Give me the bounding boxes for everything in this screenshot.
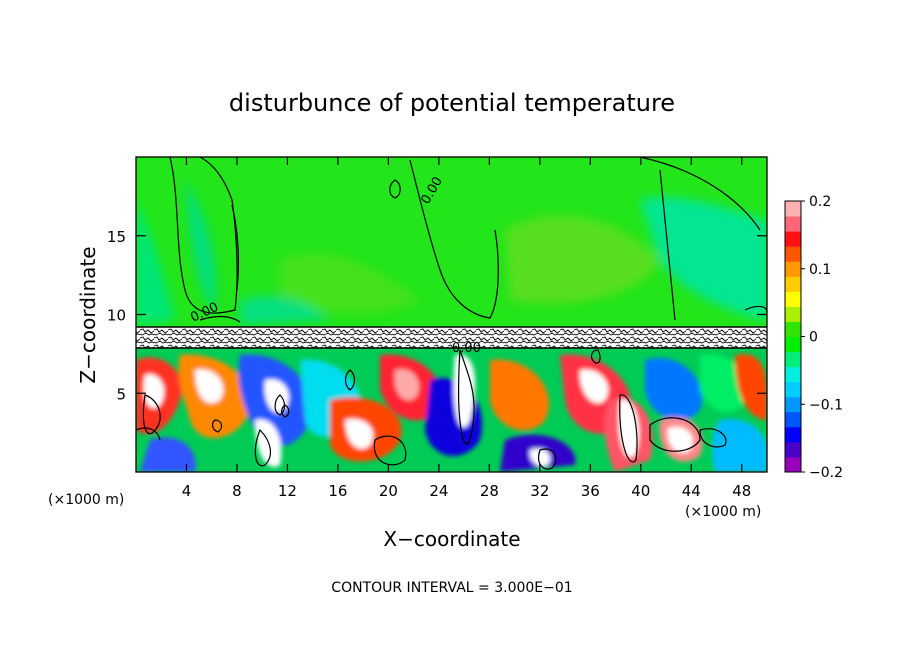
x-unit-right: (×1000 m) (685, 504, 761, 520)
x-tick-label: 4 (182, 482, 192, 500)
noisy-band (136, 327, 767, 348)
colorbar-tick-label: −0.1 (809, 397, 843, 413)
colorbar-swatch (785, 306, 801, 322)
y-axis-label: Z−coordinate (76, 246, 100, 383)
colorbar-swatch (785, 351, 801, 368)
y-axis: 5 10 15 (107, 228, 767, 403)
x-tick-label: 8 (232, 482, 242, 500)
colorbar-ticks: 0.2 0.1 0 −0.1 −0.2 (801, 194, 843, 481)
x-tick-label: 32 (530, 482, 549, 500)
chart-title: disturbunce of potential temperature (229, 89, 675, 117)
x-tick-label: 28 (480, 482, 499, 500)
x-tick-label: 36 (581, 482, 600, 500)
colorbar-swatch (785, 366, 801, 383)
x-unit-left: (×1000 m) (48, 492, 124, 508)
x-axis: 4 8 12 16 20 24 28 32 36 40 44 48 (182, 157, 751, 500)
colorbar-swatch (785, 291, 801, 307)
colorbar-tick-label: 0.2 (809, 194, 831, 210)
x-tick-label: 44 (682, 482, 701, 500)
upper-field-shading (136, 180, 767, 325)
plot-area (136, 157, 767, 472)
y-tick-label: 5 (116, 385, 126, 403)
colorbar-swatch (785, 201, 801, 217)
contour-label: 0.00 (452, 341, 481, 356)
x-tick-label: 20 (379, 482, 398, 500)
colorbar-swatch (785, 216, 801, 232)
x-tick-label: 16 (328, 482, 347, 500)
colorbar-swatch (785, 381, 801, 398)
lower-field-shading (136, 354, 767, 472)
y-tick-label: 15 (107, 228, 126, 246)
contour-lines (136, 157, 767, 470)
colorbar (784, 200, 802, 473)
colorbar-swatch (785, 231, 801, 247)
y-tick-label: 10 (107, 307, 126, 325)
colorbar-swatch (785, 246, 801, 262)
colorbar-swatch (785, 426, 801, 443)
x-tick-label: 24 (429, 482, 448, 500)
colorbar-swatch (785, 411, 801, 428)
colorbar-swatch (785, 261, 801, 277)
x-tick-label: 40 (631, 482, 650, 500)
x-tick-label: 12 (278, 482, 297, 500)
colorbar-tick-label: −0.2 (809, 465, 843, 481)
colorbar-swatch (785, 456, 801, 473)
footer-note: CONTOUR INTERVAL = 3.000E−01 (331, 580, 572, 596)
colorbar-swatch (785, 336, 801, 353)
x-axis-label: X−coordinate (383, 527, 520, 551)
colorbar-tick-label: 0.1 (809, 262, 831, 278)
colorbar-swatch (785, 276, 801, 292)
x-tick-label: 48 (732, 482, 751, 500)
colorbar-swatch (785, 441, 801, 458)
colorbar-tick-label: 0 (809, 330, 818, 346)
colorbar-swatch (785, 321, 801, 337)
colorbar-swatch (785, 396, 801, 413)
